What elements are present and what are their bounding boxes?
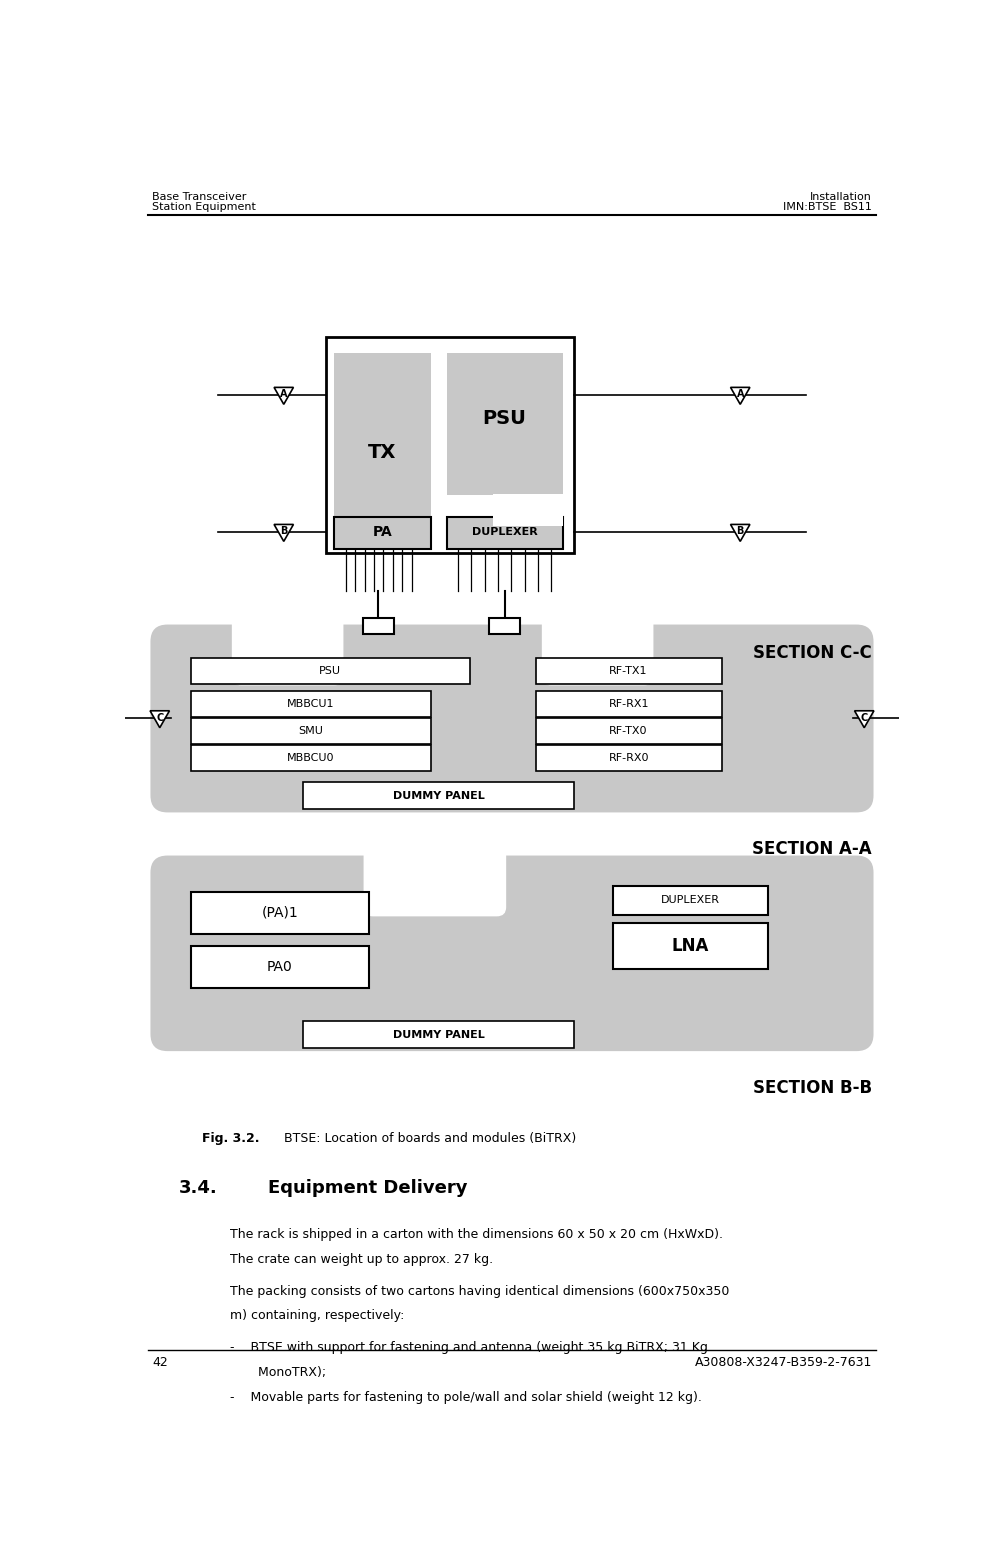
Text: Station Equipment: Station Equipment (152, 203, 256, 212)
Text: C: C (860, 713, 868, 722)
Text: BTSE: Location of boards and modules (BiTRX): BTSE: Location of boards and modules (Bi… (284, 1131, 576, 1145)
Text: -    BTSE with support for fastening and antenna (weight 35 kg BiTRX; 31 Kg.: - BTSE with support for fastening and an… (230, 1341, 711, 1354)
Bar (447, 517, 562, 549)
Text: -    Movable parts for fastening to pole/wall and solar shield (weight 12 kg).: - Movable parts for fastening to pole/wa… (230, 1391, 701, 1403)
Bar (334, 517, 431, 549)
Bar (613, 885, 768, 914)
Polygon shape (150, 710, 170, 727)
Bar (191, 692, 431, 716)
Bar (535, 718, 721, 744)
Text: RF-RX1: RF-RX1 (608, 699, 649, 709)
Text: DUMMY PANEL: DUMMY PANEL (393, 791, 485, 801)
Text: TX: TX (368, 444, 397, 463)
Text: MBBCU0: MBBCU0 (287, 753, 335, 763)
Text: SECTION C-C: SECTION C-C (753, 644, 872, 662)
Text: PSU: PSU (320, 665, 342, 676)
Text: The rack is shipped in a carton with the dimensions 60 x 50 x 20 cm (HxWxD).: The rack is shipped in a carton with the… (230, 1228, 722, 1241)
Bar (490, 619, 520, 634)
Bar (191, 657, 470, 684)
Text: Equipment Delivery: Equipment Delivery (269, 1179, 468, 1197)
Bar (535, 692, 721, 716)
Text: MBBCU1: MBBCU1 (287, 699, 335, 709)
Text: B: B (280, 526, 288, 537)
Text: SECTION B-B: SECTION B-B (753, 1080, 872, 1097)
Bar (613, 922, 768, 968)
Text: SMU: SMU (299, 726, 324, 736)
FancyBboxPatch shape (151, 625, 873, 812)
Text: A: A (736, 390, 744, 399)
Polygon shape (730, 387, 750, 404)
Bar (303, 783, 574, 809)
Text: MonoTRX);: MonoTRX); (230, 1366, 326, 1378)
Text: PA0: PA0 (267, 959, 293, 973)
Text: RF-TX0: RF-TX0 (609, 726, 648, 736)
Text: B: B (736, 526, 744, 537)
Text: LNA: LNA (672, 936, 709, 954)
Bar (327, 337, 574, 552)
Bar (303, 1021, 574, 1047)
Bar (334, 353, 431, 526)
Bar (363, 619, 394, 634)
Text: Base Transceiver: Base Transceiver (152, 192, 247, 203)
Text: PSU: PSU (483, 408, 526, 427)
Text: Fig. 3.2.: Fig. 3.2. (203, 1131, 260, 1145)
Text: (PA)1: (PA)1 (262, 907, 299, 920)
FancyBboxPatch shape (232, 613, 344, 685)
Text: A30808-X3247-B359-2-7631: A30808-X3247-B359-2-7631 (694, 1357, 872, 1369)
Text: IMN:BTSE  BS11: IMN:BTSE BS11 (783, 203, 872, 212)
Bar (535, 744, 721, 770)
Text: C: C (156, 713, 164, 722)
FancyBboxPatch shape (364, 845, 506, 916)
Text: DUPLEXER: DUPLEXER (472, 528, 537, 537)
Polygon shape (274, 524, 294, 541)
Text: The crate can weight up to approx. 27 kg.: The crate can weight up to approx. 27 kg… (230, 1253, 493, 1265)
Text: The packing consists of two cartons having identical dimensions (600x750x350: The packing consists of two cartons havi… (230, 1284, 729, 1298)
Text: m) containing, respectively:: m) containing, respectively: (230, 1309, 404, 1323)
Bar (447, 353, 562, 495)
Bar (535, 657, 721, 684)
Polygon shape (854, 710, 874, 727)
Text: Installation: Installation (810, 192, 872, 203)
Bar (493, 493, 562, 526)
FancyBboxPatch shape (151, 855, 873, 1050)
Text: RF-RX0: RF-RX0 (608, 753, 649, 763)
Polygon shape (730, 524, 750, 541)
Text: A: A (280, 390, 288, 399)
Text: 42: 42 (152, 1357, 168, 1369)
Bar (191, 945, 369, 989)
FancyBboxPatch shape (541, 613, 653, 685)
Text: DUPLEXER: DUPLEXER (661, 896, 720, 905)
Text: RF-TX1: RF-TX1 (609, 665, 648, 676)
Bar (191, 891, 369, 934)
Text: PA: PA (373, 524, 392, 540)
Bar (191, 744, 431, 770)
Text: SECTION A-A: SECTION A-A (752, 840, 872, 859)
Polygon shape (274, 387, 294, 404)
Text: DUMMY PANEL: DUMMY PANEL (393, 1030, 485, 1040)
Text: 3.4.: 3.4. (179, 1179, 218, 1197)
Bar (191, 718, 431, 744)
